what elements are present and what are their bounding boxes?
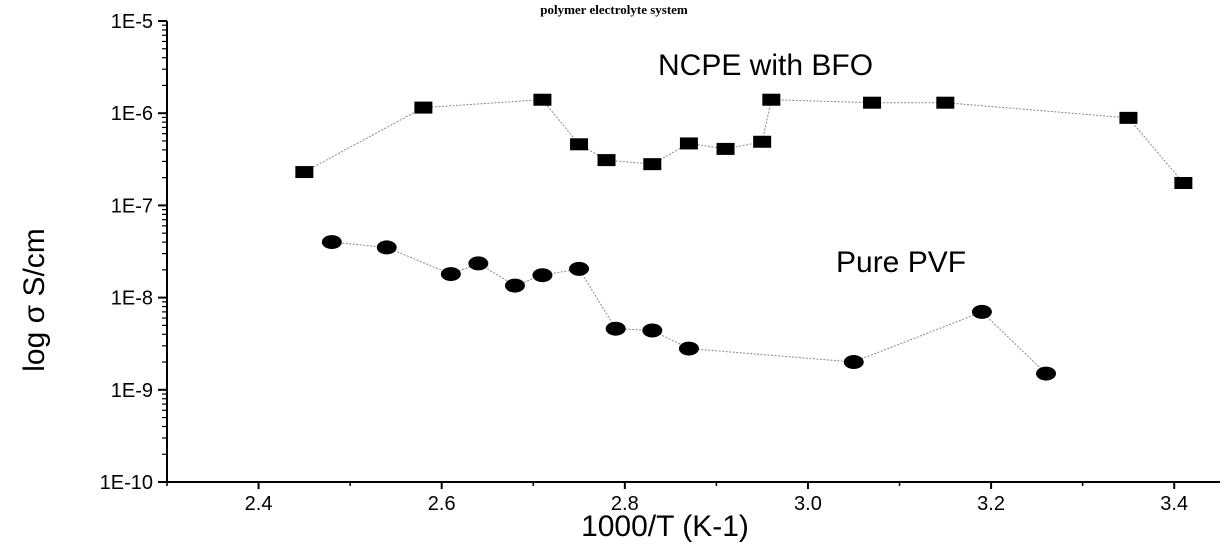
data-point-ncpe-with-bfo [936,96,955,109]
y-tick-label: 1E-9 [111,380,153,402]
data-point-ncpe-with-bfo [1174,176,1193,189]
data-point-pure-pvf [468,256,489,271]
data-point-pure-pvf [532,268,553,283]
y-axis-title: log σ S/cm [18,228,51,372]
x-tick-label: 2.8 [611,493,639,515]
data-point-pure-pvf [843,355,864,370]
y-tick-label: 1E-7 [111,195,153,217]
data-point-ncpe-with-bfo [533,93,552,106]
annotation-ncpe-with-bfo: NCPE with BFO [658,49,873,82]
data-point-pure-pvf [971,304,992,319]
data-point-ncpe-with-bfo [1119,111,1138,124]
figure-caption: polymer electrolyte system [540,2,688,17]
data-point-pure-pvf [642,323,663,338]
data-point-ncpe-with-bfo [643,158,662,171]
data-point-ncpe-with-bfo [762,93,781,106]
series-line-ncpe-with-bfo [304,99,1184,184]
x-tick-label: 3.4 [1160,493,1188,515]
data-point-ncpe-with-bfo [863,96,882,109]
y-tick-label: 1E-6 [111,103,153,125]
data-point-pure-pvf [605,321,626,336]
x-tick-label: 2.4 [245,493,273,515]
data-point-ncpe-with-bfo [295,166,314,179]
data-point-ncpe-with-bfo [597,154,616,167]
axes [166,21,1220,483]
data-point-pure-pvf [376,240,397,255]
series-points [295,93,1193,381]
data-point-pure-pvf [569,261,590,276]
y-ticks: 1E-10 1E-9 1E-8 1E-7 1E-6 1E-5 [100,11,167,494]
series-lines [304,99,1184,374]
y-tick-label: 1E-10 [100,472,153,494]
annotation-pure-pvf: Pure PVF [836,246,966,279]
x-axis-title: 1000/T (K-1) [581,510,749,543]
data-point-ncpe-with-bfo [753,135,772,148]
x-ticks: 2.4 2.6 2.8 3.0 3.2 3.4 [245,482,1188,515]
data-point-pure-pvf [1036,366,1057,381]
data-point-pure-pvf [504,278,525,293]
y-tick-label: 1E-8 [111,288,153,310]
data-point-ncpe-with-bfo [716,142,735,155]
data-point-ncpe-with-bfo [414,101,433,114]
minor-ticks [162,24,1084,486]
data-point-ncpe-with-bfo [679,137,698,150]
x-tick-label: 3.2 [977,493,1005,515]
data-point-pure-pvf [678,341,699,356]
y-tick-label: 1E-5 [111,11,153,33]
x-tick-label: 2.6 [428,493,456,515]
data-point-pure-pvf [440,267,461,282]
data-point-ncpe-with-bfo [570,138,589,151]
data-point-pure-pvf [321,235,342,250]
x-tick-label: 3.0 [794,493,822,515]
